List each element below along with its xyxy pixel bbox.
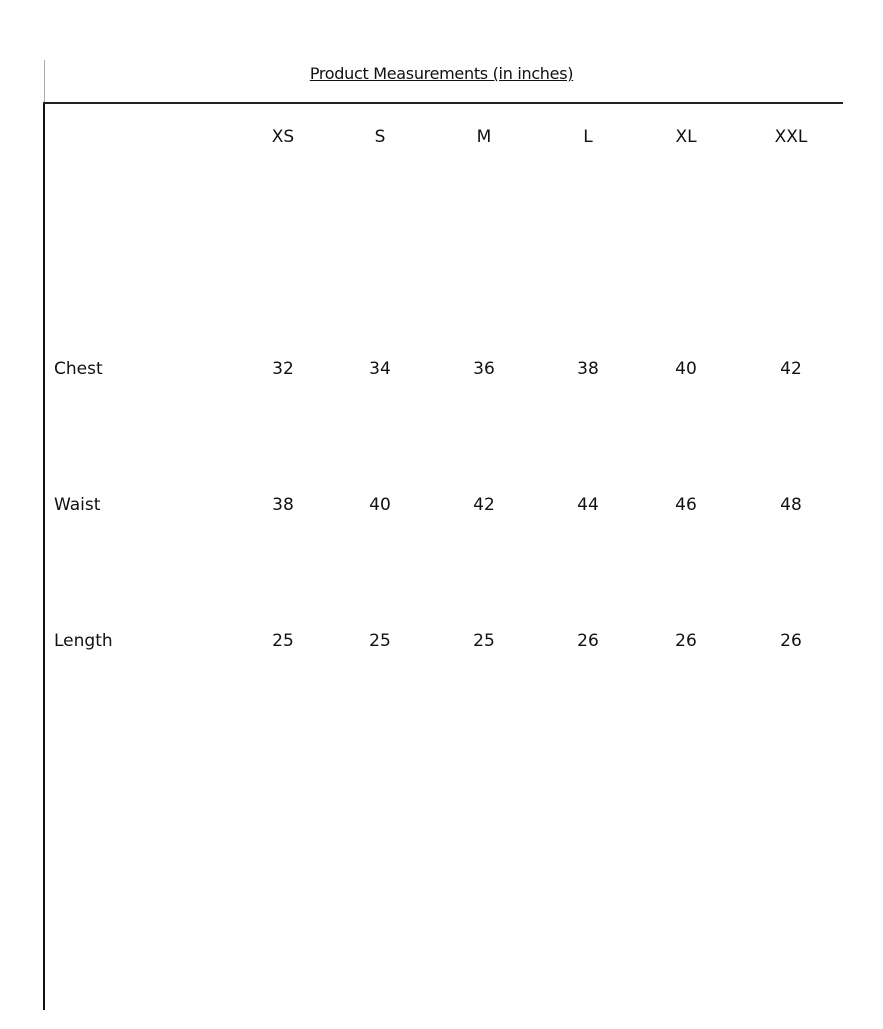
measurement-cell: 25 <box>369 631 391 651</box>
left-border-top <box>44 60 45 103</box>
size-header: L <box>583 127 593 147</box>
measurement-cell: 26 <box>675 631 697 651</box>
row-label: Length <box>54 631 113 651</box>
measurement-cell: 25 <box>272 631 294 651</box>
size-header: XS <box>271 127 295 147</box>
measurement-cell: 26 <box>577 631 599 651</box>
measurement-cell: 38 <box>577 359 599 379</box>
left-border <box>43 103 45 1010</box>
row-label: Chest <box>54 359 103 379</box>
measurement-cell: 40 <box>369 495 391 515</box>
measurement-cell: 46 <box>675 495 697 515</box>
measurement-cell: 42 <box>780 359 802 379</box>
measurement-cell: 26 <box>780 631 802 651</box>
measurement-cell: 44 <box>577 495 599 515</box>
row-label: Waist <box>54 495 101 515</box>
size-header: XXL <box>774 127 808 147</box>
measurement-cell: 38 <box>272 495 294 515</box>
measurement-cell: 25 <box>473 631 495 651</box>
measurement-cell: 36 <box>473 359 495 379</box>
measurement-cell: 42 <box>473 495 495 515</box>
size-header: XL <box>675 127 697 147</box>
measurement-cell: 48 <box>780 495 802 515</box>
size-header: M <box>476 127 492 147</box>
table-title: Product Measurements (in inches) <box>309 64 574 83</box>
size-header: S <box>374 127 386 147</box>
measurement-cell: 34 <box>369 359 391 379</box>
header-divider <box>43 102 843 104</box>
measurement-cell: 40 <box>675 359 697 379</box>
measurement-cell: 32 <box>272 359 294 379</box>
